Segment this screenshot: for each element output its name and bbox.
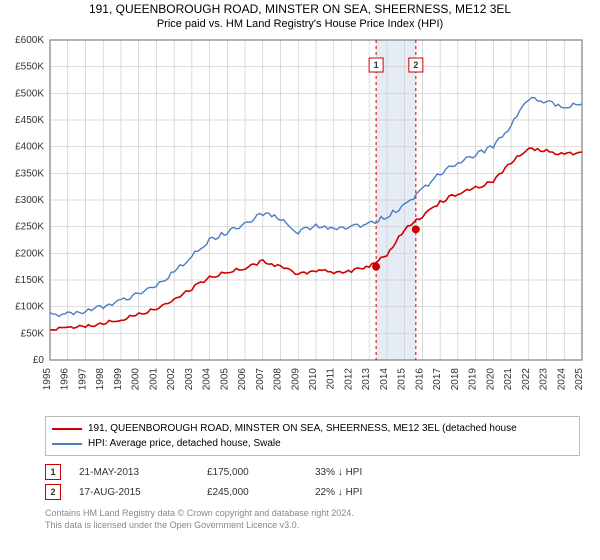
svg-text:1999: 1999 (113, 368, 124, 391)
legend-item: HPI: Average price, detached house, Swal… (52, 436, 573, 451)
svg-text:2002: 2002 (166, 368, 177, 391)
sales-table: 1 21-MAY-2013 £175,000 33% ↓ HPI 2 17-AU… (45, 462, 580, 502)
svg-text:2001: 2001 (148, 368, 159, 391)
svg-text:£600K: £600K (15, 35, 44, 46)
svg-text:2015: 2015 (397, 368, 408, 391)
footnote-line: Contains HM Land Registry data © Crown c… (45, 508, 580, 520)
svg-text:£500K: £500K (15, 88, 44, 99)
svg-text:2000: 2000 (131, 368, 142, 391)
svg-text:2010: 2010 (308, 368, 319, 391)
sale-pct: 22% ↓ HPI (315, 487, 425, 498)
svg-text:2004: 2004 (202, 368, 213, 391)
sale-marker-num: 2 (50, 487, 55, 497)
legend-label: 191, QUEENBOROUGH ROAD, MINSTER ON SEA, … (88, 423, 517, 434)
sale-marker-num: 1 (50, 467, 55, 477)
svg-text:2017: 2017 (432, 368, 443, 391)
svg-text:1995: 1995 (42, 368, 53, 391)
svg-text:2007: 2007 (255, 368, 266, 391)
svg-text:£100K: £100K (15, 302, 44, 313)
svg-text:£150K: £150K (15, 275, 44, 286)
svg-text:2020: 2020 (485, 368, 496, 391)
svg-text:2011: 2011 (326, 368, 337, 390)
svg-text:£350K: £350K (15, 168, 44, 179)
svg-text:£200K: £200K (15, 248, 44, 259)
svg-text:1: 1 (374, 60, 379, 70)
svg-text:£450K: £450K (15, 115, 44, 126)
svg-text:2014: 2014 (379, 368, 390, 391)
sale-marker-box: 1 (45, 464, 61, 480)
svg-text:1998: 1998 (95, 368, 106, 391)
svg-text:2019: 2019 (468, 368, 479, 391)
sale-date: 17-AUG-2015 (79, 487, 189, 498)
svg-text:2008: 2008 (273, 368, 284, 391)
svg-text:2023: 2023 (539, 368, 550, 391)
title-address: 191, QUEENBOROUGH ROAD, MINSTER ON SEA, … (0, 2, 600, 16)
legend-swatch (52, 428, 82, 430)
footnote-line: This data is licensed under the Open Gov… (45, 520, 580, 532)
sale-row: 1 21-MAY-2013 £175,000 33% ↓ HPI (45, 462, 580, 482)
legend-label: HPI: Average price, detached house, Swal… (88, 438, 281, 449)
svg-text:£250K: £250K (15, 222, 44, 233)
sale-date: 21-MAY-2013 (79, 467, 189, 478)
svg-text:2022: 2022 (521, 368, 532, 391)
sale-pct: 33% ↓ HPI (315, 467, 425, 478)
sale-price: £245,000 (207, 487, 297, 498)
svg-text:1996: 1996 (60, 368, 71, 391)
svg-text:£50K: £50K (21, 328, 45, 339)
legend: 191, QUEENBOROUGH ROAD, MINSTER ON SEA, … (45, 416, 580, 456)
svg-text:£400K: £400K (15, 142, 44, 153)
svg-text:2009: 2009 (290, 368, 301, 391)
line-chart-svg: £0 £50K £100K £150K £200K £250K £300K £350K £400… (0, 30, 600, 410)
sale-marker-box: 2 (45, 484, 61, 500)
footnote: Contains HM Land Registry data © Crown c… (45, 508, 580, 531)
svg-text:2013: 2013 (361, 368, 372, 391)
svg-text:£0: £0 (33, 355, 45, 366)
chart-area: £0 £50K £100K £150K £200K £250K £300K £350K £400… (0, 30, 600, 410)
svg-text:2006: 2006 (237, 368, 248, 391)
title-block: 191, QUEENBOROUGH ROAD, MINSTER ON SEA, … (0, 0, 600, 30)
svg-text:2: 2 (413, 60, 418, 70)
svg-text:2021: 2021 (503, 368, 514, 391)
svg-text:£300K: £300K (15, 195, 44, 206)
sale-row: 2 17-AUG-2015 £245,000 22% ↓ HPI (45, 482, 580, 502)
svg-text:£550K: £550K (15, 62, 44, 73)
svg-text:2018: 2018 (450, 368, 461, 391)
svg-text:2025: 2025 (574, 368, 585, 391)
title-subtitle: Price paid vs. HM Land Registry's House … (0, 18, 600, 30)
svg-text:1997: 1997 (77, 368, 88, 391)
svg-text:2012: 2012 (343, 368, 354, 391)
svg-text:2005: 2005 (219, 368, 230, 391)
svg-text:2003: 2003 (184, 368, 195, 391)
svg-text:2024: 2024 (556, 368, 567, 391)
chart-container: 191, QUEENBOROUGH ROAD, MINSTER ON SEA, … (0, 0, 600, 531)
svg-text:2016: 2016 (414, 368, 425, 391)
sale-price: £175,000 (207, 467, 297, 478)
legend-item: 191, QUEENBOROUGH ROAD, MINSTER ON SEA, … (52, 421, 573, 436)
legend-swatch (52, 443, 82, 445)
